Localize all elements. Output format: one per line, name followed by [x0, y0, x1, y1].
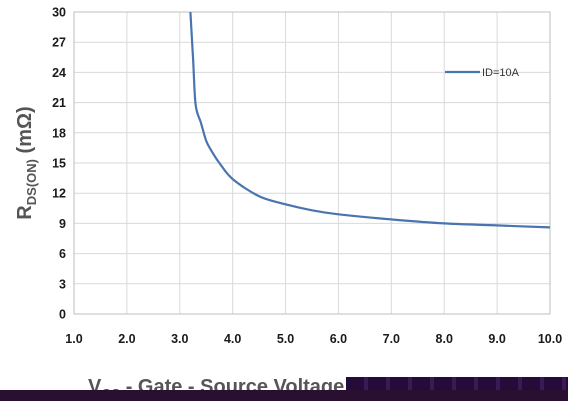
- y-tick-label: 21: [52, 96, 66, 110]
- x-tick-label: 7.0: [383, 332, 400, 346]
- y-tick-label: 3: [59, 277, 66, 291]
- redaction-bar: [346, 377, 568, 390]
- y-tick-label: 18: [52, 126, 66, 140]
- x-tick-label: 10.0: [538, 332, 562, 346]
- y-axis-label: RDS(ON) (mΩ): [14, 106, 39, 219]
- y-tick-label: 24: [52, 66, 66, 80]
- x-tick-label: 1.0: [65, 332, 82, 346]
- legend-label-id-10a: ID=10A: [482, 67, 520, 79]
- series-line-0: [189, 11, 551, 229]
- y-tick-label: 0: [59, 308, 66, 322]
- y-tick-label: 15: [52, 157, 66, 171]
- y-tick-label: 30: [52, 6, 66, 20]
- x-tick-label: 9.0: [488, 332, 505, 346]
- x-tick-label: 4.0: [224, 332, 241, 346]
- y-tick-label: 12: [52, 187, 66, 201]
- x-tick-label: 3.0: [171, 332, 188, 346]
- gridlines: [73, 11, 551, 315]
- tick-labels: 0 3 6 9 12 15 18 21 24 27 30 1.0 2.0 3.0 4.0 5.0 6.0 7.0 8…: [52, 6, 562, 347]
- y-tick-label: 6: [59, 247, 66, 261]
- series-layer: [189, 11, 551, 229]
- x-tick-label: 6.0: [330, 332, 347, 346]
- bottom-band: [0, 390, 568, 401]
- y-tick-label: 27: [52, 36, 66, 50]
- y-tick-label: 9: [59, 217, 66, 231]
- plot-area-border: [73, 11, 551, 315]
- legend: ID=10A: [445, 67, 520, 79]
- x-tick-label: 8.0: [436, 332, 453, 346]
- x-tick-label: 5.0: [277, 332, 294, 346]
- x-tick-label: 2.0: [118, 332, 135, 346]
